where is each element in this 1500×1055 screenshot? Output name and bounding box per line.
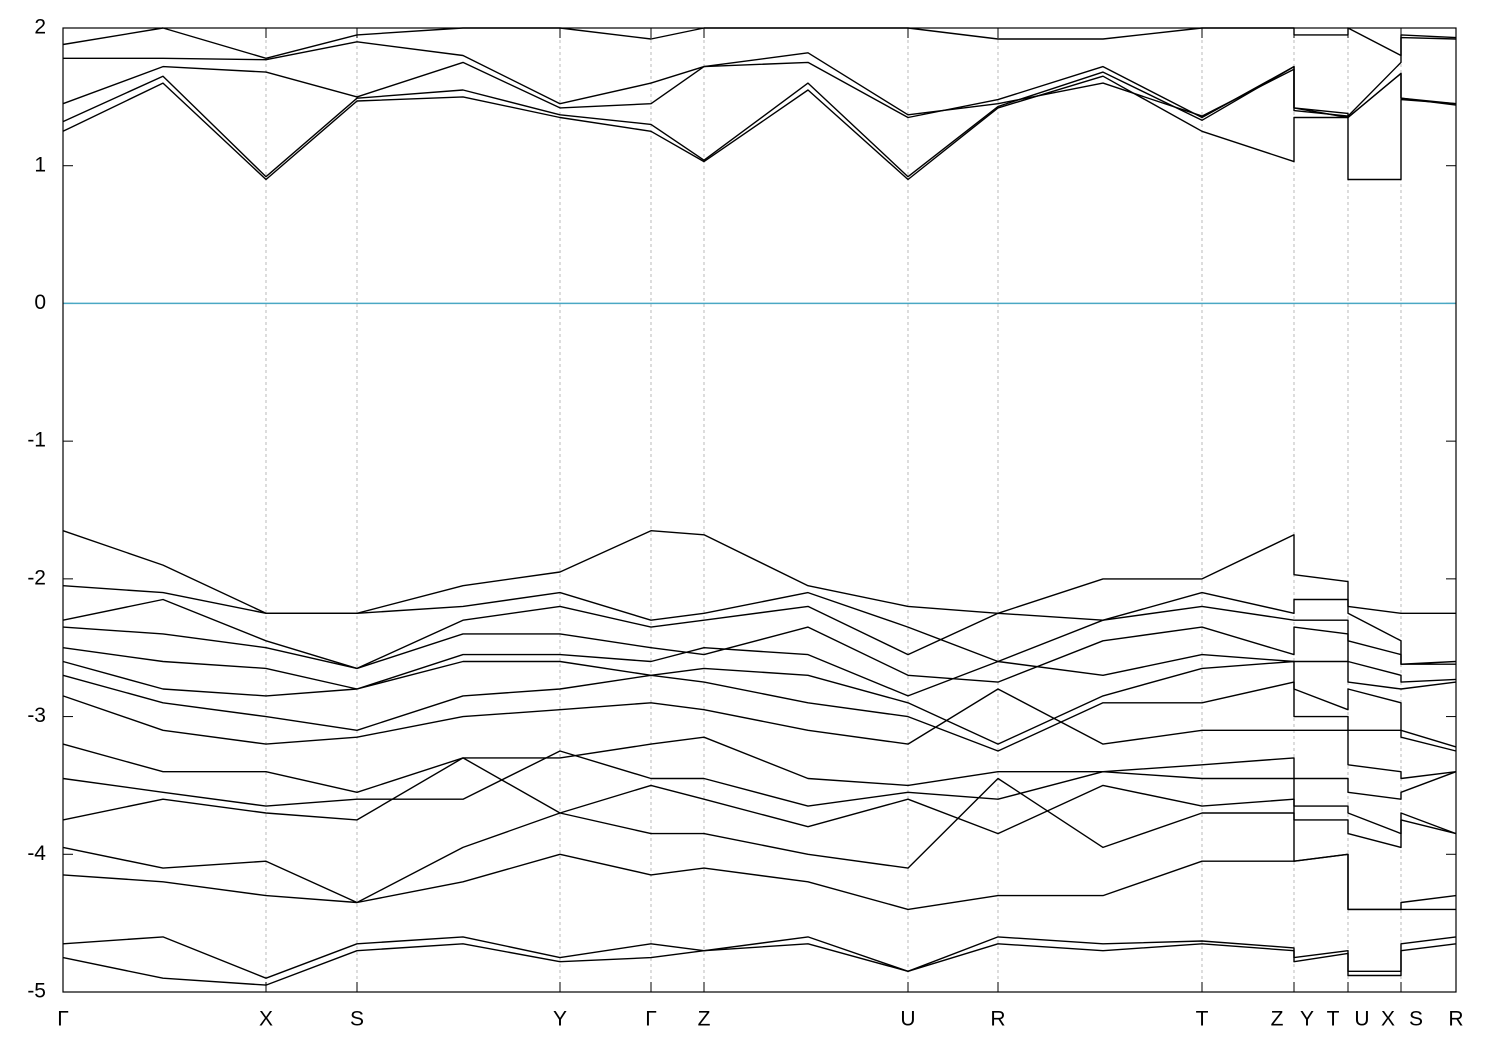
band-line [62,750,1457,835]
band-line [62,736,1457,800]
band-line [62,65,1457,178]
x-tick-label: X [259,1008,273,1031]
band-line [62,626,1457,683]
x-tick-label: T [1327,1008,1340,1031]
x-tick-label: R [990,1008,1005,1031]
y-tick-label: 0 [34,291,46,314]
y-tick-label: 2 [34,16,46,39]
x-tick-label: Γ [57,1008,69,1031]
band-line [62,647,1457,697]
band-line [62,853,1456,911]
y-tick-label: -1 [27,429,46,452]
y-tick-label: 1 [34,153,46,176]
x-tick-label: S [1409,1008,1423,1031]
x-tick-label: Z [1271,1008,1284,1031]
band-line [62,75,1457,181]
x-tick-label: Y [1300,1008,1314,1031]
band-line [62,757,1457,849]
band-line [63,36,1457,117]
x-tick-label: Z [698,1008,711,1031]
band-line [62,585,1457,665]
band-line [62,61,1457,119]
x-tick-label: S [350,1008,364,1031]
x-tick-label: X [1381,1008,1395,1031]
y-tick-label: -2 [27,566,46,589]
x-tick-label: Y [553,1008,567,1031]
x-tick-label: U [900,1008,915,1031]
band-line [62,530,1456,614]
x-tick-label: Γ [645,1008,657,1031]
y-tick-label: -5 [27,980,46,1003]
band-line [62,777,1457,911]
y-tick-label: -3 [27,704,46,727]
x-tick-label: R [1448,1008,1463,1031]
band-line [62,674,1457,752]
band-line [62,688,1457,780]
band-line [62,943,1457,986]
y-tick-label: -4 [27,842,46,865]
plot-frame [62,27,1457,993]
band-line [62,660,1457,748]
x-tick-label: U [1354,1008,1369,1031]
x-tick-label: T [1196,1008,1209,1031]
band-line [62,936,1457,979]
band-line [62,27,1457,59]
